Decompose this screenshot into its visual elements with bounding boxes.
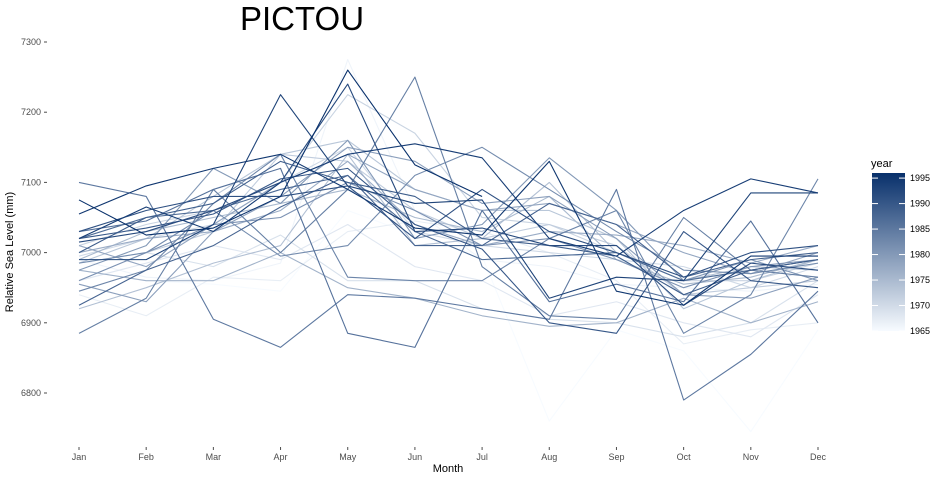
series-line-1993 [79, 94, 818, 299]
y-tick-label: 7000 [21, 248, 41, 258]
series-line-1967 [78, 220, 819, 345]
series-line-1968 [78, 223, 819, 338]
series-line-1971 [78, 94, 819, 282]
legend-label: 1990 [910, 199, 930, 209]
y-tick-label: 6900 [21, 318, 41, 328]
x-tick-label: May [339, 452, 357, 462]
x-tick-label: Jun [408, 452, 423, 462]
x-tick-label: Nov [743, 452, 760, 462]
series-line-1992 [78, 83, 819, 306]
series-line-1982 [78, 146, 819, 275]
x-tick-label: Apr [274, 452, 288, 462]
series-line-1994 [78, 143, 819, 257]
year-legend: year 1965 1970 1975 1980 1985 1990 1995 [871, 158, 930, 336]
legend-ticks: 1965 1970 1975 1980 1985 1990 1995 [872, 173, 930, 336]
x-tick-label: Mar [206, 452, 222, 462]
x-tick-label: Feb [138, 452, 154, 462]
y-tick-label: 7100 [21, 177, 41, 187]
series-line-1995 [78, 153, 818, 306]
series-line-1996 [78, 69, 483, 236]
x-tick-label: Aug [541, 452, 557, 462]
series-line-1986 [78, 167, 819, 348]
chart-title: PICTOU [240, 0, 364, 37]
series-line-1984 [78, 76, 819, 334]
series-line-1974 [78, 153, 819, 310]
y-tick-label: 7300 [21, 37, 41, 47]
x-axis: Jan Feb Mar Apr May Jun Jul Aug Sep Oct Nov Dec [72, 447, 827, 462]
x-tick-label: Dec [810, 452, 827, 462]
series-lines [78, 58, 819, 433]
x-tick-label: Oct [677, 452, 692, 462]
series-line-1985 [78, 181, 819, 401]
legend-label: 1965 [910, 326, 930, 336]
y-tick-label: 7200 [21, 107, 41, 117]
series-line-1976 [78, 252, 819, 327]
series-line-1988 [78, 174, 819, 306]
series-line-1979 [78, 146, 819, 303]
x-tick-label: Jan [72, 452, 87, 462]
legend-label: 1995 [910, 173, 930, 183]
legend-label: 1985 [910, 224, 930, 234]
y-axis: 6800 6900 7000 7100 7200 7300 [21, 37, 47, 398]
series-line-1991 [78, 185, 819, 278]
series-line-1989 [78, 160, 819, 296]
legend-label: 1975 [910, 275, 930, 285]
series-line-1969 [78, 234, 819, 338]
legend-label: 1970 [910, 301, 930, 311]
legend-colorbar [872, 173, 905, 331]
series-line-1983 [78, 153, 819, 334]
series-line-1975 [78, 188, 819, 285]
series-line-1965 [78, 209, 819, 433]
legend-title: year [871, 158, 893, 170]
series-line-1977 [78, 160, 819, 264]
legend-label: 1980 [910, 250, 930, 260]
series-line-1978 [78, 153, 819, 275]
x-tick-label: Jul [476, 452, 488, 462]
y-tick-label: 6800 [21, 388, 41, 398]
x-tick-label: Sep [608, 452, 624, 462]
series-line-1990 [78, 167, 819, 334]
x-axis-title: Month [433, 463, 464, 475]
y-axis-title: Relative Sea Level (mm) [4, 192, 16, 312]
